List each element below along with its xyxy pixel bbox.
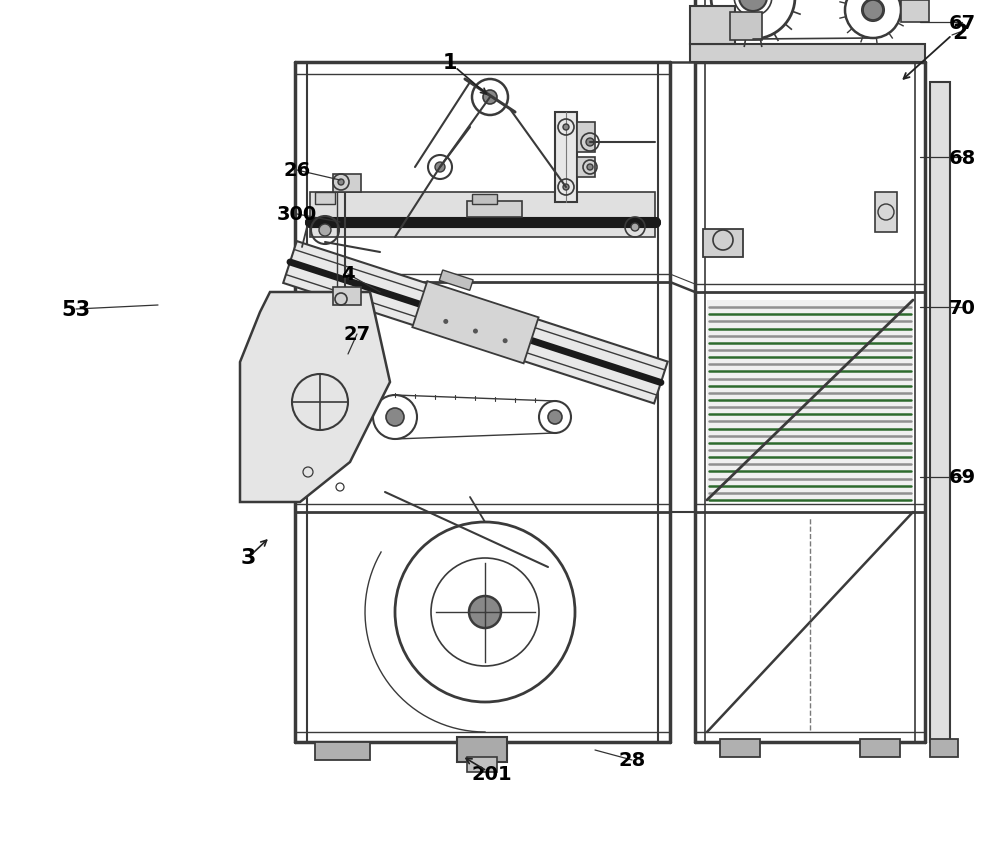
Bar: [333, 288, 361, 306]
Circle shape: [631, 224, 639, 232]
Circle shape: [443, 320, 448, 325]
Circle shape: [319, 225, 331, 237]
Polygon shape: [412, 282, 539, 364]
Text: 1: 1: [443, 53, 457, 73]
Polygon shape: [240, 292, 390, 503]
Bar: [457, 737, 507, 762]
Circle shape: [503, 339, 508, 344]
Text: 67: 67: [948, 14, 976, 32]
Polygon shape: [439, 271, 473, 291]
Text: 69: 69: [948, 468, 976, 487]
Bar: [577, 158, 595, 178]
Bar: [707, 301, 913, 500]
Bar: [930, 83, 950, 742]
Text: 4: 4: [341, 265, 355, 285]
Bar: [703, 230, 743, 257]
Circle shape: [473, 329, 478, 334]
Circle shape: [863, 1, 883, 21]
Bar: [690, 45, 925, 63]
Bar: [333, 175, 361, 193]
Circle shape: [548, 411, 562, 424]
Bar: [472, 195, 497, 204]
Circle shape: [586, 139, 594, 147]
Circle shape: [587, 164, 593, 170]
Bar: [315, 193, 335, 204]
Bar: [901, 1, 929, 23]
Circle shape: [483, 91, 497, 105]
Text: 201: 201: [472, 764, 512, 784]
Bar: [467, 202, 522, 218]
Text: 68: 68: [948, 148, 976, 167]
Bar: [730, 13, 762, 41]
Text: 3: 3: [240, 547, 256, 567]
Bar: [467, 757, 497, 772]
Circle shape: [469, 596, 501, 628]
Bar: [930, 740, 958, 757]
Text: 53: 53: [61, 300, 91, 320]
Circle shape: [338, 180, 344, 186]
Bar: [315, 742, 370, 760]
Text: 27: 27: [343, 325, 371, 344]
Polygon shape: [283, 242, 668, 404]
Bar: [310, 193, 655, 238]
Circle shape: [739, 0, 767, 12]
Bar: [875, 193, 897, 233]
Text: 28: 28: [618, 751, 646, 769]
Circle shape: [563, 125, 569, 131]
Circle shape: [435, 163, 445, 173]
Bar: [720, 740, 760, 757]
Text: 300: 300: [277, 205, 317, 224]
Bar: [860, 740, 900, 757]
Circle shape: [386, 408, 404, 427]
Text: 70: 70: [949, 298, 975, 317]
Text: 26: 26: [283, 161, 311, 181]
Circle shape: [563, 185, 569, 191]
Bar: [690, 7, 735, 45]
Bar: [555, 112, 577, 203]
Text: 2: 2: [952, 23, 968, 43]
Bar: [577, 123, 595, 153]
